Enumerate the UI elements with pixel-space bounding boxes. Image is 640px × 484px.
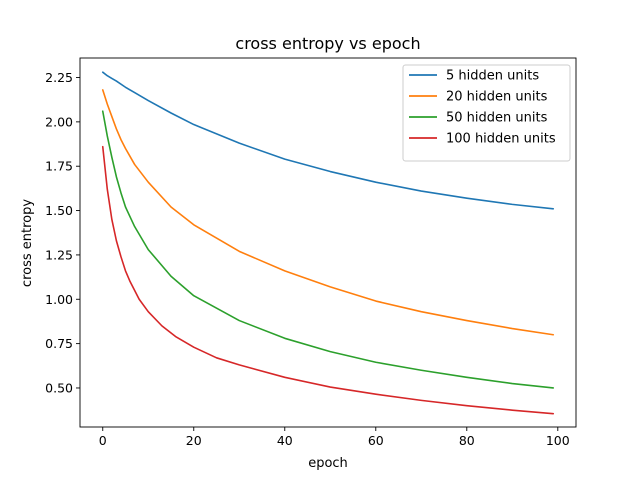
x-tick-label: 60 (368, 433, 384, 448)
legend-box (402, 64, 571, 162)
x-tick-label: 40 (277, 433, 293, 448)
series-line-1 (101, 71, 555, 210)
y-tick-label: 2.25 (45, 70, 73, 85)
legend: 5 hidden units 20 hidden units 50 hidden u… (402, 64, 571, 162)
legend-label-4: 100 hidden units (446, 132, 556, 147)
x-tick-label: 0 (99, 433, 107, 448)
y-tick-label: 1.00 (45, 292, 73, 307)
y-tick-label: 1.50 (45, 203, 73, 218)
y-tick-label: 0.50 (45, 380, 73, 395)
series-line-3 (101, 110, 555, 389)
y-tick-label: 0.75 (45, 336, 73, 351)
y-tick-label: 1.75 (45, 159, 73, 174)
plot-frame (79, 57, 577, 428)
x-axis-label: epoch (308, 456, 348, 471)
legend-label-3: 50 hidden units (446, 111, 548, 126)
series-layer (101, 71, 555, 415)
y-tick-label: 2.00 (45, 114, 73, 129)
x-tick-label: 100 (546, 433, 570, 448)
chart-title: cross entropy vs epoch (235, 34, 420, 53)
y-axis-label: cross entropy (20, 199, 35, 287)
axes-layer: 0 20 40 60 80 100 0.50 0.75 1.00 1.25 1.50 1.75 2.00… (45, 57, 577, 448)
legend-label-1: 5 hidden units (446, 69, 539, 84)
x-tick-label: 80 (459, 433, 475, 448)
series-line-2 (101, 89, 555, 336)
series-line-4 (101, 145, 555, 415)
legend-label-2: 20 hidden units (446, 90, 548, 105)
x-tick-label: 20 (186, 433, 202, 448)
y-tick-label: 1.25 (45, 247, 73, 262)
